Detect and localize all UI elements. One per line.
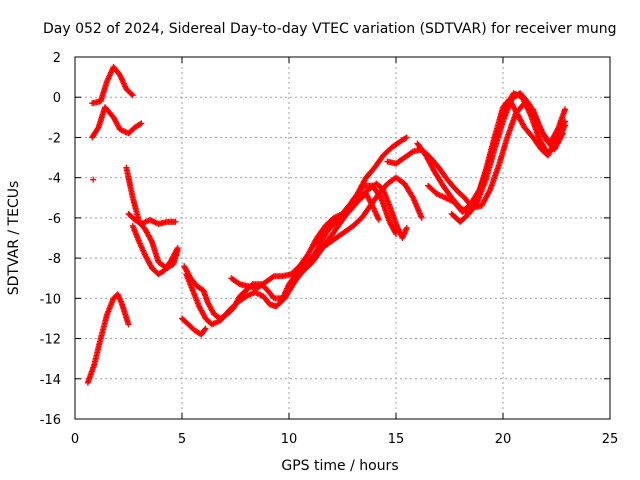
data-point-arc-1 bbox=[128, 91, 135, 98]
data-point-arc-2 bbox=[137, 121, 144, 128]
x-tick-label: 5 bbox=[178, 432, 186, 447]
data-point-arc-9 bbox=[202, 325, 209, 332]
data-point-arc-9 bbox=[201, 326, 208, 333]
data-point-arc-12 bbox=[393, 230, 399, 237]
data-point-arc-12 bbox=[392, 229, 399, 236]
data-point-arc-7 bbox=[174, 246, 181, 253]
y-tick-label: 2 bbox=[53, 51, 61, 66]
y-tick-label: -4 bbox=[48, 172, 61, 187]
data-point-arc-14 bbox=[486, 188, 493, 195]
data-point-arc-11 bbox=[403, 224, 410, 231]
x-tick-label: 20 bbox=[495, 432, 512, 447]
data-point-arc-7 bbox=[174, 245, 181, 252]
chart-title: Day 052 of 2024, Sidereal Day-to-day VTE… bbox=[43, 21, 617, 37]
y-tick-label: -12 bbox=[40, 333, 61, 348]
y-axis-label: SDTVAR / TECUs bbox=[6, 181, 22, 296]
y-tick-label: 0 bbox=[53, 91, 61, 106]
x-tick-label: 25 bbox=[602, 432, 619, 447]
x-tick-label: 15 bbox=[388, 432, 405, 447]
data-point-arc-3 bbox=[90, 176, 97, 183]
data-point-arc-10 bbox=[418, 214, 425, 221]
data-point-arc-6 bbox=[172, 218, 179, 225]
data-point-arc-14 bbox=[562, 106, 569, 113]
x-axis-label: GPS time / hours bbox=[281, 458, 398, 474]
plot-frame bbox=[74, 56, 611, 420]
data-point-arc-17 bbox=[473, 196, 480, 203]
y-tick-label: -16 bbox=[40, 413, 61, 428]
data-point-arc-2 bbox=[94, 125, 101, 132]
data-point-arc-4 bbox=[125, 321, 132, 328]
y-tick-label: -14 bbox=[40, 373, 61, 388]
data-point-arc-13 bbox=[375, 216, 382, 223]
data-point-arc-2 bbox=[138, 120, 145, 127]
data-point-arc-8 bbox=[402, 135, 409, 142]
data-point-arc-1 bbox=[129, 92, 136, 99]
x-tick-label: 10 bbox=[281, 432, 298, 447]
y-tick-label: -10 bbox=[40, 292, 61, 307]
x-tick-label: 0 bbox=[71, 432, 79, 447]
data-point-arc-5 bbox=[148, 237, 155, 244]
y-tick-label: -8 bbox=[48, 252, 61, 267]
y-tick-label: -2 bbox=[48, 131, 61, 146]
data-point-arc-8 bbox=[403, 134, 410, 141]
y-tick-label: -6 bbox=[48, 212, 61, 227]
data-points bbox=[84, 64, 569, 386]
data-point-arc-17 bbox=[562, 118, 569, 125]
